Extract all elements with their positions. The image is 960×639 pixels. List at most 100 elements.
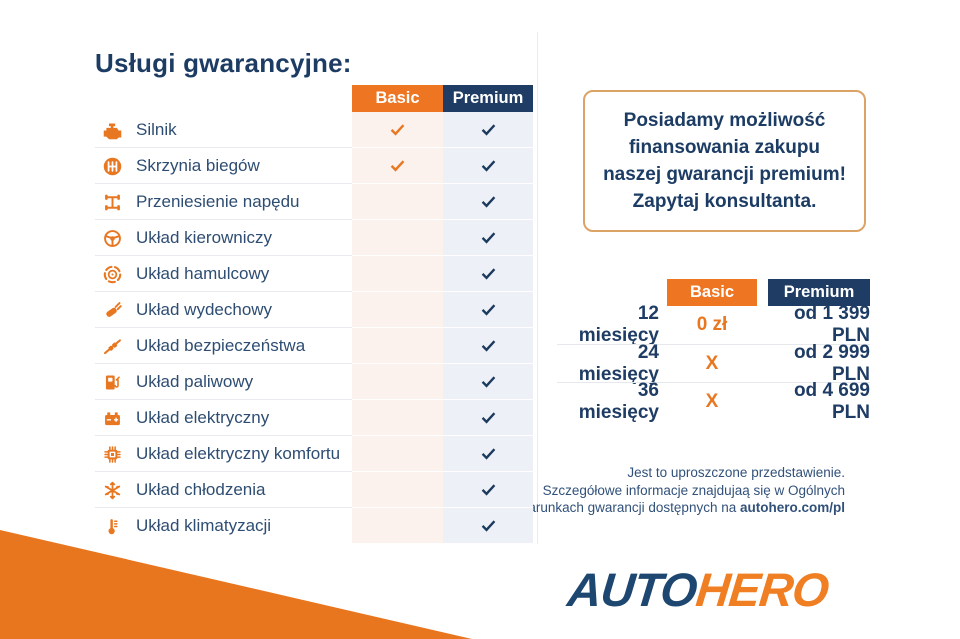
check-icon (390, 124, 405, 136)
row-divider (95, 219, 533, 220)
check-icon (481, 484, 495, 496)
table-row: Układ paliwowy (95, 364, 533, 400)
table-row: Układ elektryczny komfortu (95, 436, 533, 472)
basic-cell (352, 256, 443, 292)
table-row: Układ elektryczny (95, 400, 533, 436)
row-divider (95, 363, 533, 364)
basic-cell (352, 112, 443, 148)
pricing-row: 12 miesięcy 0 zł od 1 399 PLN (557, 303, 870, 346)
pricing-premium-header: Premium (768, 279, 870, 306)
footnote-line: Szczegółowe informacje znajdujaą się w O… (542, 482, 845, 498)
engine-icon (99, 120, 125, 141)
table-row: Skrzynia biegów (95, 148, 533, 184)
warranty-comparison-table: Basic Premium Silnik Skrzynia biegów Prz… (95, 85, 533, 544)
check-icon (481, 124, 495, 136)
gearbox-icon (99, 156, 125, 177)
basic-cell (352, 364, 443, 400)
basic-cell (352, 400, 443, 436)
autohero-url-link[interactable]: autohero.com/pl (739, 500, 845, 515)
orange-wedge-decoration (0, 530, 472, 639)
chip-icon (99, 444, 125, 465)
promo-line: naszej gwarancji premium! (603, 164, 846, 185)
pricing-basic-header: Basic (667, 279, 757, 306)
basic-cell (352, 148, 443, 184)
premium-cell (443, 184, 533, 220)
basic-cell (352, 436, 443, 472)
row-divider (95, 291, 533, 292)
check-icon (481, 160, 495, 172)
premium-cell (443, 220, 533, 256)
table-row: Układ wydechowy (95, 292, 533, 328)
row-divider (95, 471, 533, 472)
promo-line: Posiadamy możliwość (623, 110, 826, 131)
row-divider (95, 507, 533, 508)
footnote-line-prefix: warunkach gwarancji dostępnych na (518, 500, 740, 515)
check-icon (481, 340, 495, 352)
pricing-term: 12 miesięcy (578, 303, 659, 346)
promo-line: finansowania zakupu (628, 137, 821, 158)
pricing-basic-value: X (705, 352, 719, 374)
pricing-table: Basic Premium 12 miesięcy 0 zł od 1 399 … (557, 279, 870, 423)
row-divider (95, 327, 533, 328)
logo-hero-text: HERO (693, 563, 831, 616)
basic-cell (352, 292, 443, 328)
pricing-premium-value: od 4 699 PLN (793, 379, 870, 423)
table-row: Silnik (95, 112, 533, 148)
row-label: Układ elektryczny komfortu (136, 444, 341, 463)
promo-line: Zapytaj konsultanta. (632, 191, 817, 212)
table-row: Układ bezpieczeństwa (95, 328, 533, 364)
footnote-line: warunkach gwarancji dostępnych na autohe… (519, 499, 845, 517)
brake-disc-icon (99, 264, 125, 285)
check-icon (390, 160, 405, 172)
comparison-header: Basic Premium (95, 85, 533, 112)
row-label: Silnik (136, 120, 177, 139)
pricing-header: Basic Premium (557, 279, 870, 306)
pricing-basic-value: X (705, 390, 719, 412)
row-label: Układ elektryczny (136, 408, 270, 427)
premium-cell (443, 256, 533, 292)
pricing-premium-value: od 2 999 PLN (793, 341, 870, 385)
row-label: Układ chłodzenia (136, 480, 266, 499)
pricing-premium-value: od 1 399 PLN (793, 303, 870, 346)
basic-cell (352, 508, 443, 544)
premium-cell (443, 292, 533, 328)
exhaust-icon (99, 300, 125, 321)
basic-column-header: Basic (352, 85, 443, 112)
basic-cell (352, 472, 443, 508)
row-label: Układ kierowniczy (136, 228, 273, 247)
premium-cell (443, 112, 533, 148)
seatbelt-icon (99, 336, 125, 357)
row-label: Układ bezpieczeństwa (136, 336, 306, 355)
logo-auto-text: AUTO (565, 563, 700, 616)
pricing-rows: 12 miesięcy 0 zł od 1 399 PLN 24 miesięc… (557, 303, 870, 423)
table-row: Przeniesienie napędu (95, 184, 533, 220)
fuel-pump-icon (99, 372, 125, 393)
basic-cell (352, 220, 443, 256)
row-label: Układ hamulcowy (136, 264, 270, 283)
row-label: Skrzynia biegów (136, 156, 260, 175)
row-divider (95, 147, 533, 148)
premium-cell (443, 148, 533, 184)
check-icon (481, 196, 495, 208)
check-icon (481, 268, 495, 280)
thermometer-icon (99, 516, 125, 537)
basic-cell (352, 184, 443, 220)
row-label: Układ wydechowy (136, 300, 273, 319)
check-icon (481, 376, 495, 388)
table-row: Układ kierowniczy (95, 220, 533, 256)
premium-cell (443, 400, 533, 436)
row-divider (95, 435, 533, 436)
row-divider (95, 399, 533, 400)
table-row: Układ klimatyzacji (95, 508, 533, 544)
check-icon (481, 304, 495, 316)
pricing-row: 24 miesięcy X od 2 999 PLN (557, 342, 870, 385)
comparison-rows: Silnik Skrzynia biegów Przeniesienie nap… (95, 112, 533, 544)
pricing-row: 36 miesięcy X od 4 699 PLN (557, 380, 870, 423)
financing-promo-box: Posiadamy możliwość finansowania zakupu … (583, 90, 866, 232)
row-divider (95, 183, 533, 184)
pricing-term: 24 miesięcy (578, 341, 659, 385)
premium-column-header: Premium (443, 85, 533, 112)
page-title: Usługi gwarancyjne: (95, 48, 352, 78)
battery-icon (99, 408, 125, 429)
row-divider (95, 255, 533, 256)
